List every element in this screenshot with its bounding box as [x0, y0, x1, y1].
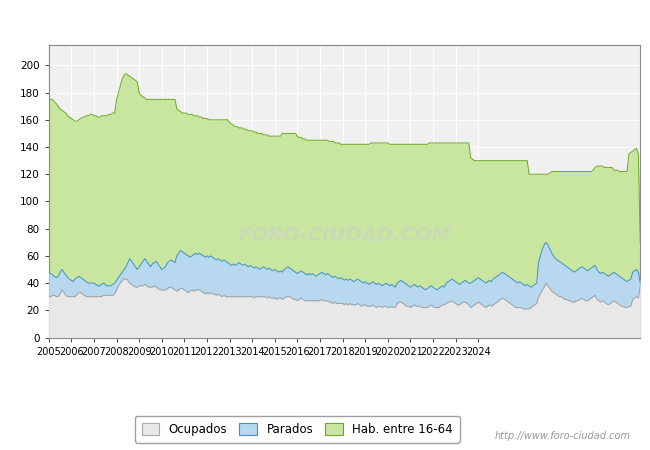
- Text: FORO-CIUDAD.COM: FORO-CIUDAD.COM: [238, 225, 451, 245]
- Text: http://www.foro-ciudad.com: http://www.foro-ciudad.com: [495, 431, 630, 441]
- Legend: Ocupados, Parados, Hab. entre 16-64: Ocupados, Parados, Hab. entre 16-64: [135, 415, 460, 443]
- Text: Palacios de Sanabria - Evolucion de la poblacion en edad de Trabajar Mayo de 202: Palacios de Sanabria - Evolucion de la p…: [78, 12, 572, 25]
